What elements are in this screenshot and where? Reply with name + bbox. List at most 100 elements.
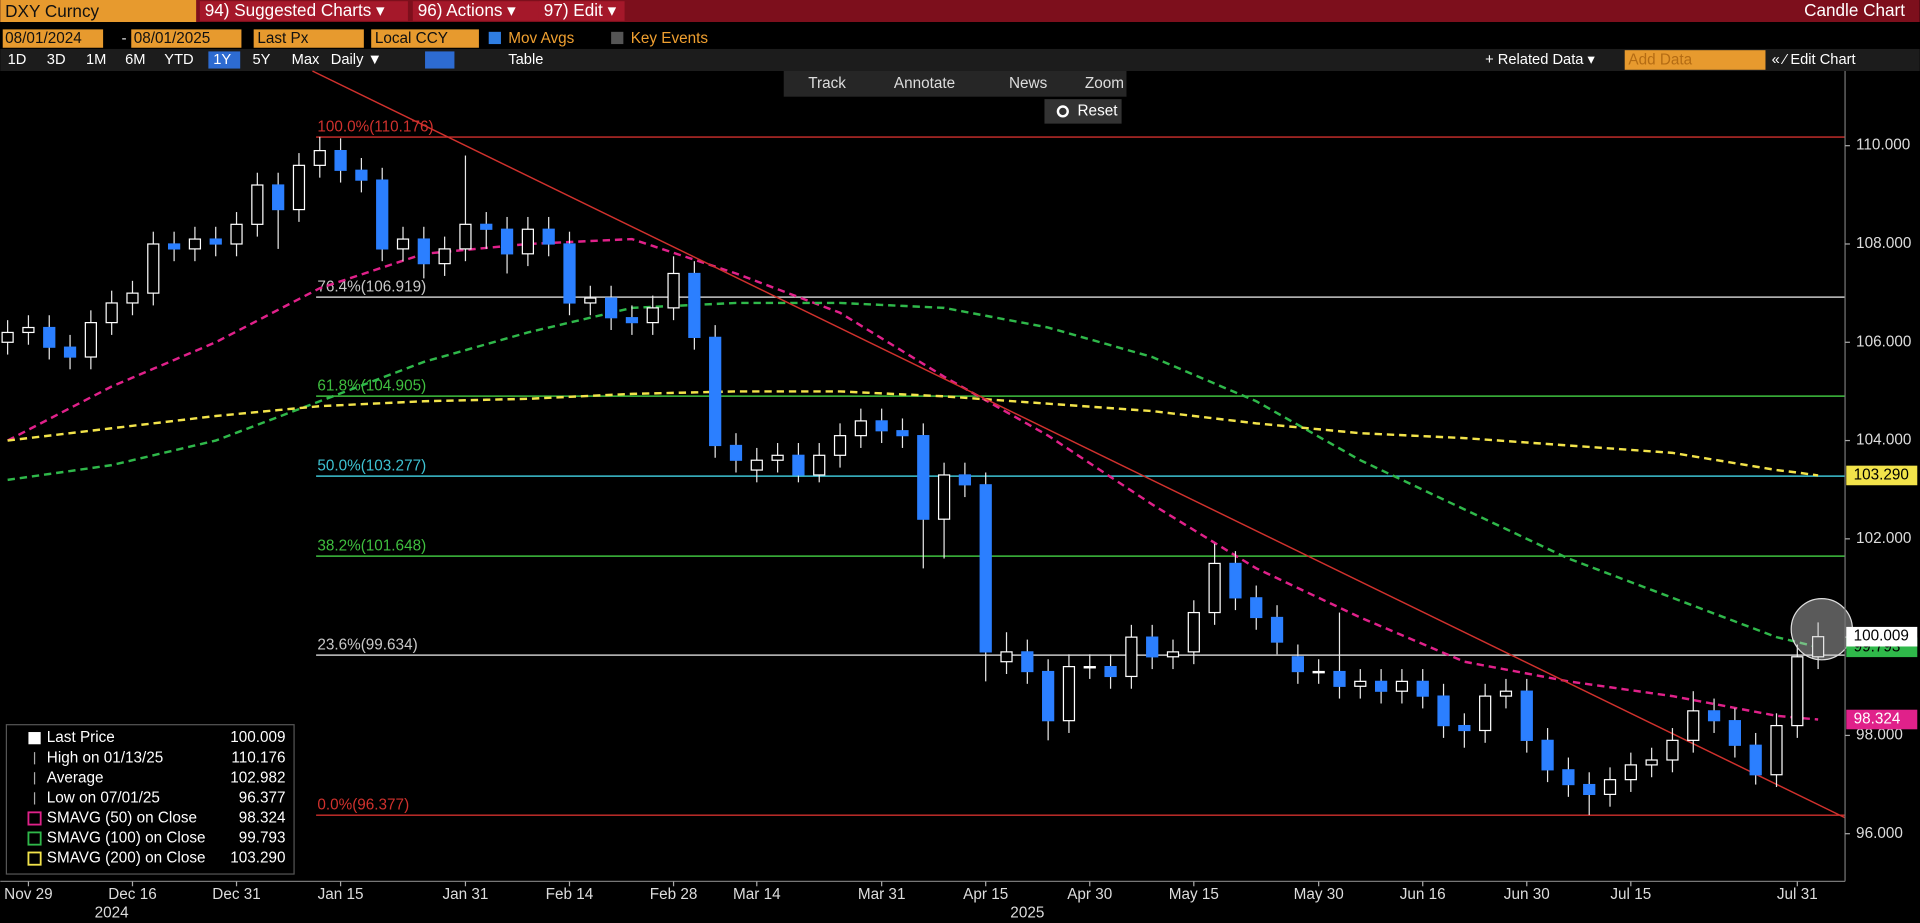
key-events[interactable]: Key Events: [631, 30, 709, 47]
menu-button[interactable]: [412, 1, 560, 21]
candle-up: [188, 238, 202, 250]
x-tick-label: Mar 31: [858, 886, 906, 903]
price-field-select[interactable]: [253, 29, 364, 48]
candle-up: [1687, 710, 1700, 741]
candle-down: [729, 444, 743, 461]
last-price-tag: [1846, 626, 1918, 647]
reset-icon: [1056, 105, 1069, 118]
fib-label: 0.0%(96.377): [317, 796, 409, 813]
date-separator: -: [121, 30, 126, 47]
candle-up: [646, 307, 659, 324]
period-active[interactable]: [208, 51, 241, 69]
candle-down: [1333, 670, 1346, 687]
candle-down: [688, 272, 701, 338]
period-button[interactable]: 1D: [8, 52, 27, 68]
legend-label: Average: [47, 769, 104, 786]
period-button[interactable]: YTD: [164, 52, 193, 68]
edit-chart[interactable]: « ⁄ Edit Chart: [1772, 52, 1856, 68]
candle-down: [1707, 710, 1721, 722]
period-button[interactable]: 5Y: [252, 52, 270, 68]
candle-down: [167, 243, 181, 250]
legend-value: 99.793: [239, 830, 286, 847]
x-tick-label: Dec 31: [212, 886, 260, 903]
candle-up: [230, 223, 243, 245]
menu-button[interactable]: [199, 1, 408, 21]
y-tick-label: 110.000: [1856, 137, 1910, 154]
candle-down: [563, 243, 576, 304]
candle-up: [771, 454, 784, 461]
candle-up: [1624, 764, 1637, 781]
currency-select[interactable]: [371, 29, 479, 48]
start-date: 08/01/2024: [5, 30, 82, 47]
y-tick-label: 96.000: [1856, 825, 1903, 842]
frequency[interactable]: Daily ▼: [331, 52, 382, 68]
fib-label: 38.2%(101.648): [317, 537, 426, 554]
candle-down: [480, 223, 493, 230]
legend: Last Price 100.009 High on 01/13/25 110.176…: [27, 729, 286, 867]
candle-down: [209, 238, 222, 245]
candle-down: [875, 420, 888, 432]
tool-button[interactable]: News: [1009, 75, 1048, 92]
period-button[interactable]: Max: [292, 52, 320, 68]
candle-up: [833, 435, 847, 456]
plot-background: [0, 71, 1920, 923]
candle-up: [937, 474, 951, 520]
tool-button[interactable]: Annotate: [894, 75, 955, 92]
candle-down: [334, 150, 347, 171]
period-bar: [0, 48, 1920, 71]
y-tick-label: 102.000: [1856, 530, 1911, 547]
candle-up: [1312, 670, 1325, 674]
candle-down: [376, 179, 389, 250]
ma-price-tag: [1846, 709, 1918, 730]
legend-swatch: [27, 831, 42, 846]
period-button[interactable]: 1M: [86, 52, 106, 68]
candle-down: [979, 484, 992, 653]
candle-down: [709, 336, 722, 447]
menu-button[interactable]: [538, 1, 625, 21]
date-input[interactable]: [131, 29, 242, 48]
candle-down: [542, 228, 555, 245]
checkbox[interactable]: [611, 31, 624, 45]
add-data-input[interactable]: [1624, 50, 1766, 70]
highlight-marker: [1790, 597, 1854, 661]
ticker-box[interactable]: [0, 0, 197, 23]
fib-label: 100.0%(110.176): [317, 118, 433, 135]
candle-up: [854, 420, 867, 437]
candle-down: [958, 474, 972, 486]
tool-button[interactable]: Zoom: [1085, 75, 1124, 92]
year-label: 2025: [1010, 904, 1044, 921]
view-name: Candle Chart: [1804, 0, 1905, 20]
date-input[interactable]: [2, 29, 104, 48]
reset-label: Reset: [1078, 102, 1119, 119]
mov-avgs[interactable]: Mov Avgs: [508, 30, 574, 47]
moving-averages: [7, 237, 1819, 721]
x-tick-label: Jan 15: [318, 886, 364, 903]
period-button[interactable]: 1Y: [213, 52, 231, 68]
x-tick-label: Jan 31: [442, 886, 488, 903]
candle-up: [313, 150, 326, 166]
candle-up: [438, 248, 451, 265]
period-button[interactable]: 6M: [125, 52, 145, 68]
related-data[interactable]: + Related Data ▾: [1485, 52, 1595, 68]
candle-up: [1812, 636, 1825, 658]
candle-down: [1042, 670, 1055, 722]
candle-down: [1749, 744, 1762, 776]
tool-button[interactable]: Track: [808, 75, 846, 92]
candle-up: [147, 243, 160, 294]
y-tick-label: 104.000: [1856, 432, 1911, 449]
candle-up: [1395, 680, 1409, 692]
candle-down: [1437, 695, 1450, 727]
period-button[interactable]: 3D: [47, 52, 66, 68]
table-button[interactable]: Table: [508, 52, 543, 68]
candle-up: [459, 223, 472, 250]
candle-up: [1083, 666, 1096, 669]
icon-button[interactable]: [425, 51, 455, 69]
legend-value: 110.176: [231, 749, 285, 766]
candle-up: [105, 302, 118, 324]
x-tick-label: Jul 31: [1777, 886, 1818, 903]
candle-up: [1499, 690, 1513, 697]
legend-label: High on 01/13/25: [47, 749, 164, 766]
checkbox[interactable]: [488, 31, 501, 45]
